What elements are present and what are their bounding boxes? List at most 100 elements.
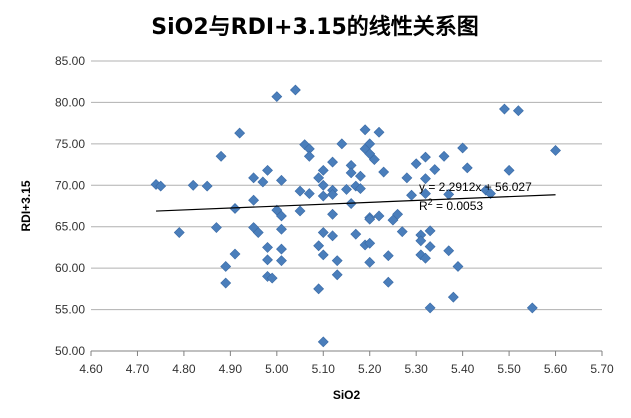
data-point [317,190,329,202]
x-axis-label: SiO2 [333,388,361,402]
data-points [150,84,561,348]
data-point [229,248,241,260]
y-tick-label: 65.00 [55,220,85,234]
r-squared-superscript: 2 [428,197,433,207]
data-point [350,228,362,240]
y-axis-label: RDI+3.15 [19,180,33,231]
r-squared-symbol: R [419,199,428,213]
x-tick-label: 5.40 [451,362,475,376]
data-point [248,172,260,184]
data-point [550,145,561,156]
x-tick-label: 5.20 [358,362,382,376]
gridlines [90,60,603,356]
data-point [368,154,380,166]
data-point [331,255,343,267]
data-point [364,213,376,225]
data-point [229,203,241,214]
data-point [485,188,496,199]
data-point [499,103,510,115]
data-point [262,254,273,266]
data-point [461,162,473,174]
data-point [317,227,329,238]
data-point [262,164,273,176]
y-tick-label: 60.00 [55,261,85,275]
data-point [364,237,376,249]
data-point [382,276,394,288]
data-point [220,261,232,272]
data-point [420,188,431,199]
data-point [401,172,413,184]
x-tick-label: 5.50 [497,362,521,376]
data-point [415,235,427,247]
data-point [276,255,287,267]
data-point [201,180,213,192]
data-point [336,138,348,150]
data-point [234,127,246,139]
data-point [406,189,417,201]
x-tick-label: 5.70 [590,362,614,376]
data-point [220,277,232,289]
data-point [276,210,287,222]
data-point [327,230,338,242]
data-point [443,245,455,257]
y-tick-labels: 50.00 55.00 60.00 65.00 70.00 75.00 80.00 85.00 [55,54,85,358]
data-point [382,250,394,262]
x-tick-label: 5.60 [544,362,568,376]
data-point [452,261,464,272]
data-point [420,173,431,185]
data-point [341,184,352,195]
data-point [327,156,338,168]
data-point [294,205,306,217]
data-point [457,142,469,154]
data-point [313,283,325,295]
chart-title: SiO2与RDI+3.15的线性关系图 [151,14,479,40]
x-tick-label: 5.00 [265,362,289,376]
data-point [317,336,329,348]
y-tick-label: 80.00 [55,95,85,109]
data-point [262,242,273,253]
data-point [248,194,260,206]
data-point [215,150,227,162]
data-point [327,188,338,200]
data-point [364,256,376,268]
x-tick-label: 4.60 [79,362,103,376]
data-point [447,291,459,303]
y-tick-label: 55.00 [55,303,85,317]
data-point [155,180,167,192]
data-point [373,126,385,138]
data-point [173,227,185,238]
y-tick-label: 75.00 [55,137,85,151]
data-point [276,223,287,235]
data-point [317,164,329,176]
data-point [271,91,283,103]
data-point [271,204,283,216]
x-tick-label: 5.10 [312,362,336,376]
data-point [276,243,287,255]
data-point [378,166,390,178]
data-point [276,174,287,186]
data-point [424,225,436,237]
x-tick-label: 4.70 [126,362,150,376]
data-point [303,150,315,162]
data-point [252,227,264,238]
data-point [317,249,329,261]
r-squared-label: R2 = 0.0053 [419,197,483,213]
y-tick-label: 85.00 [55,54,85,68]
data-point [512,105,524,117]
data-point [257,176,269,188]
x-tick-label: 5.30 [405,362,429,376]
data-point [317,179,329,191]
x-tick-label: 4.80 [172,362,196,376]
data-point [420,151,431,163]
data-point [355,170,366,182]
data-point [313,172,325,184]
r-squared-value: = 0.0053 [433,199,484,213]
data-point [345,167,357,179]
data-point [410,158,422,170]
data-point [359,124,371,136]
data-point [289,84,301,96]
y-tick-label: 50.00 [55,344,85,358]
x-tick-labels: 4.60 4.70 4.80 4.90 5.00 5.10 5.20 5.30 5.40 5.50… [79,362,614,376]
data-point [294,185,306,197]
data-point [266,272,278,284]
